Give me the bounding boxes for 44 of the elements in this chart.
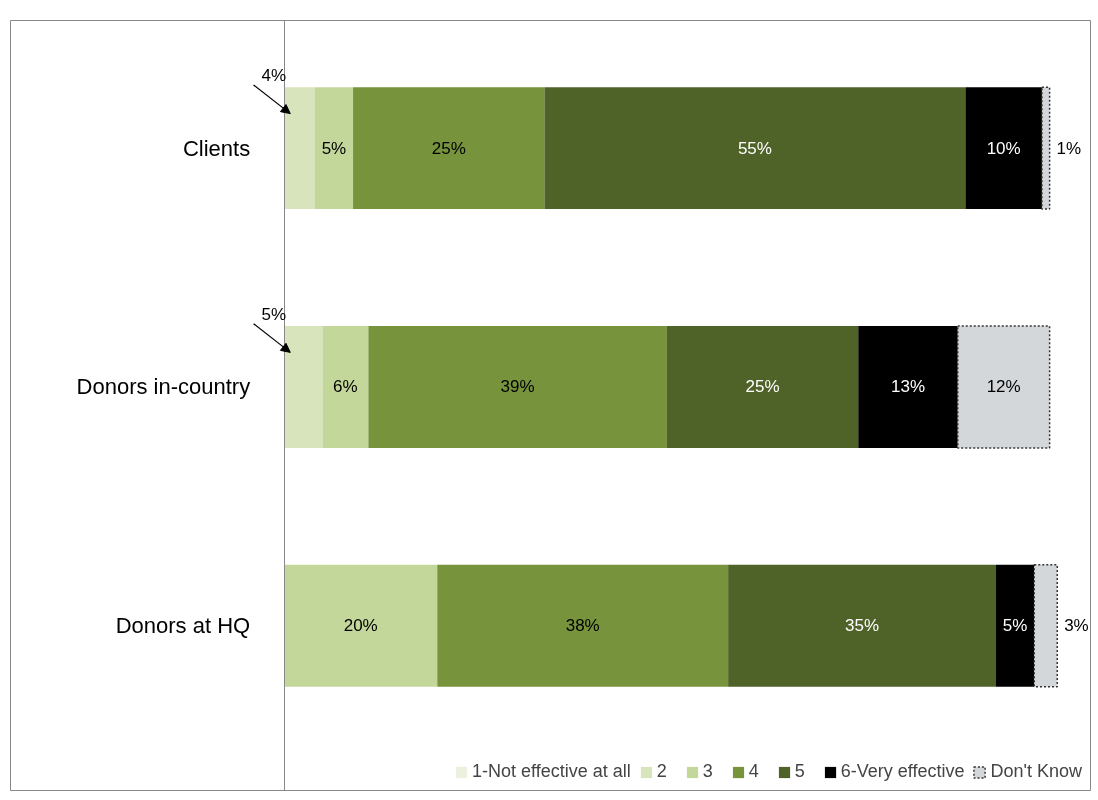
legend-label: 6-Very effective: [840, 761, 965, 782]
bar: [353, 87, 545, 210]
bar: [957, 325, 1051, 449]
data-label: 6%: [333, 377, 358, 397]
bar: [314, 87, 354, 210]
bar: [1033, 564, 1059, 688]
legend-label: 2: [656, 761, 668, 782]
data-label: 39%: [500, 377, 535, 397]
data-label: 10%: [986, 138, 1021, 158]
y-tick-label: Clients: [182, 135, 251, 161]
bar: [666, 326, 859, 448]
legend-label: Don't Know: [990, 761, 1082, 782]
data-label: 13%: [890, 377, 926, 397]
bar: [544, 87, 966, 210]
bar: [284, 87, 315, 210]
bar: [322, 326, 369, 448]
bar: [858, 326, 958, 448]
bar: [284, 326, 323, 448]
bar: [437, 564, 729, 687]
data-label: 5%: [261, 304, 287, 324]
data-label: 55%: [737, 138, 772, 158]
data-label: 5%: [321, 138, 347, 158]
bar: [996, 564, 1035, 687]
data-label: 25%: [745, 377, 780, 397]
legend-label: 1-Not effective at all: [472, 761, 631, 782]
bar: [728, 564, 997, 687]
bar: [368, 326, 667, 448]
y-tick-label: Donors in-country: [76, 374, 251, 400]
bar: [1041, 86, 1051, 210]
data-label: 1%: [1056, 138, 1082, 158]
legend-label: 5: [794, 761, 806, 782]
data-label: 38%: [565, 616, 600, 636]
data-label: 4%: [261, 65, 287, 85]
legend-label: 3: [702, 761, 714, 782]
data-label: 12%: [986, 377, 1021, 397]
data-label: 3%: [1064, 616, 1089, 636]
data-label: 35%: [845, 616, 880, 636]
bar: [284, 564, 438, 687]
legend-label: 4: [748, 761, 760, 782]
data-label: 25%: [431, 138, 466, 158]
data-label: 20%: [343, 616, 378, 636]
data-label: 5%: [1002, 616, 1028, 636]
y-tick-label: Donors at HQ: [115, 613, 251, 639]
bar: [965, 87, 1042, 210]
